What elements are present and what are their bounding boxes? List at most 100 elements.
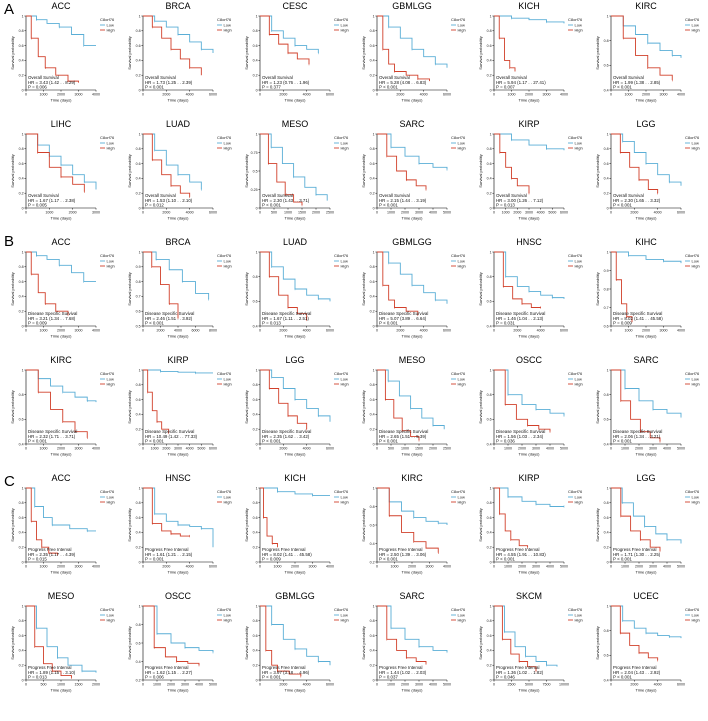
y-tick-label: 0.6 (370, 280, 375, 284)
hazard-ratio: HR = 2.04 (1.43 . . 2.92) (613, 670, 661, 675)
hazard-ratio: HR = 4.55 (1.91 . . 10.83) (496, 552, 546, 557)
km-curve-high (26, 133, 85, 192)
y-tick-label: 1 (22, 250, 24, 254)
legend-label-low: Low (575, 258, 582, 263)
stat-label: Disease Specific Survival (145, 429, 194, 434)
legend-label-high: High (575, 263, 583, 268)
x-tick-label: 3000 (415, 211, 423, 215)
y-tick-label: 1 (373, 486, 375, 490)
x-tick-label: 0 (610, 211, 612, 215)
y-axis-label: Survival probability (478, 508, 483, 542)
x-tick-label: 4000 (420, 329, 428, 333)
x-tick-label: 1000 (284, 211, 292, 215)
y-tick-label: 0.6 (19, 280, 24, 284)
legend-label-high: High (458, 499, 466, 504)
y-tick-label: 0.4 (370, 59, 375, 63)
y-tick-label: 0.6 (253, 516, 258, 520)
y-tick-label: 0.2 (253, 428, 258, 432)
x-tick-label: 2000 (513, 329, 521, 333)
y-tick-label: 1 (490, 132, 492, 136)
panel-title: KIRP (167, 355, 188, 365)
km-curve-low (260, 369, 331, 422)
x-axis-label: Time (days) (402, 334, 424, 339)
legend-label-low: Low (341, 140, 348, 145)
y-axis-label: Survival probability (244, 272, 249, 306)
x-axis-label: Time (days) (285, 570, 307, 575)
legend-label-high: High (341, 617, 349, 622)
x-axis-label: Time (days) (519, 216, 541, 221)
stat-label: Progress Free Interval (145, 547, 188, 552)
km-curve-low (143, 251, 210, 300)
x-tick-label: 0 (259, 211, 261, 215)
x-tick-label: 1000 (504, 565, 512, 569)
stat-label: Overall Survival (496, 193, 527, 198)
panel-title: OSCC (165, 591, 192, 601)
y-tick-label: 0.2 (136, 192, 141, 196)
x-tick-label: 5000 (548, 211, 556, 215)
panel-title: ACC (51, 473, 71, 483)
y-axis-label: Survival probability (361, 390, 366, 424)
legend-title: C8orf76 (451, 17, 466, 22)
y-tick-label: 0.8 (136, 147, 141, 151)
panel-title: GBMLGG (275, 591, 315, 601)
legend-label-high: High (107, 145, 115, 150)
x-tick-label: 2000 (635, 447, 643, 451)
legend-label-high: High (692, 263, 700, 268)
stat-label: Overall Survival (379, 193, 410, 198)
p-value: P < 0.001 (613, 557, 632, 562)
p-value: P = 0.046 (496, 675, 515, 680)
panel-title: LGG (285, 355, 304, 365)
y-tick-label: 0.6 (136, 641, 141, 645)
km-curve-high (494, 605, 537, 672)
x-tick-label: 0 (259, 329, 261, 333)
panel-title: LIHC (51, 119, 72, 129)
legend-label-low: Low (107, 258, 114, 263)
y-axis-label: Survival probability (10, 390, 15, 424)
hazard-ratio: HR = 5.07 (3.89 . . 6.64) (379, 316, 427, 321)
km-curve-low (377, 251, 448, 304)
y-tick-label: 1 (22, 604, 24, 608)
km-panel-lgg-11: LGG 0 2000 4000 6000 0 0.2 0.4 0.6 0.8 1 Time (days… (595, 119, 700, 221)
legend-label-low: Low (341, 22, 348, 27)
legend-label-low: Low (692, 494, 699, 499)
panel-title: HNSC (165, 473, 191, 483)
y-tick-label: 0.6 (604, 516, 609, 520)
km-curve-low (494, 605, 558, 667)
y-tick-label: 1 (607, 368, 609, 372)
x-tick-label: 7500 (543, 683, 551, 687)
p-value: P = 0.012 (145, 203, 164, 208)
x-tick-label: 500 (271, 211, 277, 215)
km-curve-high (494, 15, 516, 72)
legend-label-low: Low (575, 494, 582, 499)
stat-label: Progress Free Interval (496, 665, 539, 670)
y-tick-label: 0.8 (487, 393, 492, 397)
x-tick-label: 3000 (525, 211, 533, 215)
legend-label-high: High (224, 381, 232, 386)
x-tick-label: 0 (259, 93, 261, 97)
km-panel-lihc-6: LIHC 0 1000 2000 3000 0 0.2 0.4 0.6 0.8 1 Time (day… (10, 119, 115, 221)
y-tick-label: 0.4 (487, 442, 492, 446)
hazard-ratio: HR = 5.94 (1.17 . . 27.41) (496, 80, 546, 85)
y-tick-label: 0 (373, 88, 375, 92)
legend-label-high: High (224, 263, 232, 268)
km-curve-high (611, 369, 661, 442)
x-tick-label: 2000 (635, 565, 643, 569)
km-panel-gbmlgg-3: GBMLGG 0 2000 4000 6000 0 0.2 0.4 0.6 0.8 1 Time (d… (361, 1, 466, 103)
km-panel-lgg-29: LGG 0 1000 2000 3000 4000 5000 0 0.2 0.4 0.6 0.8 1 Ti… (595, 473, 700, 575)
x-tick-label: 4000 (92, 565, 100, 569)
y-tick-label: 1 (139, 604, 141, 608)
section-letter-C: C (4, 473, 15, 490)
stat-label: Progress Free Interval (379, 665, 422, 670)
panel-title: MESO (282, 119, 309, 129)
y-tick-label: 0.4 (19, 649, 24, 653)
km-panel-sarc-23: SARC 0 1000 2000 3000 4000 5000 0.4 0.6 0.8 1 Time … (595, 355, 700, 457)
x-tick-label: 4000 (677, 93, 685, 97)
y-tick-label: 0.8 (370, 505, 375, 509)
x-tick-label: 5000 (209, 683, 217, 687)
km-curve-high (260, 15, 310, 65)
legend-label-high: High (692, 499, 700, 504)
hazard-ratio: HR = 1.89 (1.15 . . 3.10) (28, 670, 76, 675)
x-tick-label: 2000 (57, 93, 65, 97)
km-curve-high (143, 133, 191, 197)
y-tick-label: 0 (22, 88, 24, 92)
